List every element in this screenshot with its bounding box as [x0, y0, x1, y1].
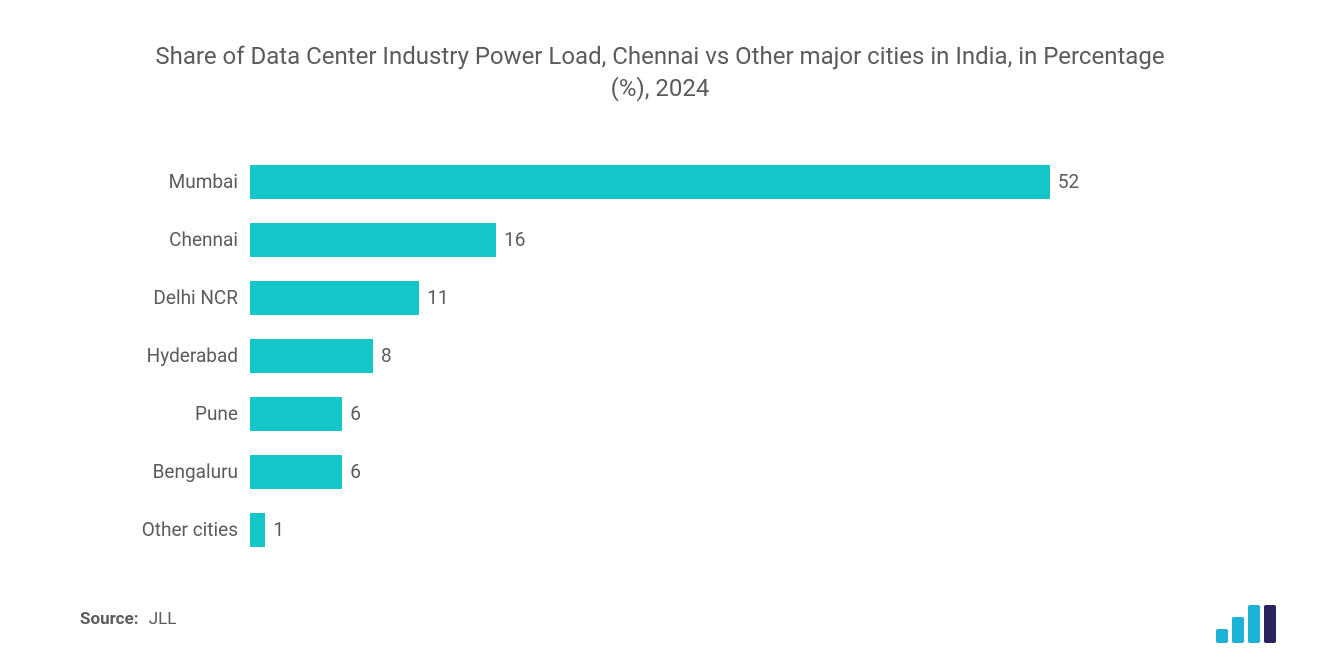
- bar-track: 52: [250, 153, 1150, 211]
- bar-fill: [250, 397, 342, 431]
- bar-fill: [250, 455, 342, 489]
- value-label: 8: [381, 344, 392, 367]
- chart-title: Share of Data Center Industry Power Load…: [135, 40, 1185, 105]
- bar-row: Hyderabad 8: [100, 327, 1150, 385]
- category-label: Chennai: [100, 228, 250, 251]
- bar-fill: [250, 281, 419, 315]
- category-label: Other cities: [100, 518, 250, 541]
- bar-track: 16: [250, 211, 1150, 269]
- mordor-logo-icon: [1212, 599, 1290, 647]
- bar-row: Bengaluru 6: [100, 443, 1150, 501]
- bar-row: Mumbai 52: [100, 153, 1150, 211]
- source-label: Source:: [80, 609, 138, 629]
- source-name: JLL: [149, 609, 177, 629]
- bars-area: Mumbai52Chennai16Delhi NCR11Hyderabad8Pu…: [60, 153, 1260, 559]
- value-label: 11: [427, 286, 448, 309]
- bar-row: Pune 6: [100, 385, 1150, 443]
- bar-fill: [250, 223, 496, 257]
- category-label: Delhi NCR: [100, 286, 250, 309]
- category-label: Mumbai: [100, 170, 250, 193]
- value-label: 6: [350, 460, 361, 483]
- bar-row: Other cities 1: [100, 501, 1150, 559]
- value-label: 6: [350, 402, 361, 425]
- source-line: Source: JLL: [80, 609, 176, 629]
- bar-fill: [250, 339, 373, 373]
- bar-track: 8: [250, 327, 1150, 385]
- logo-svg: [1212, 599, 1290, 647]
- category-label: Hyderabad: [100, 344, 250, 367]
- value-label: 16: [504, 228, 525, 251]
- bar-row: Chennai 16: [100, 211, 1150, 269]
- chart-container: Share of Data Center Industry Power Load…: [0, 0, 1320, 665]
- category-label: Pune: [100, 402, 250, 425]
- bar-track: 6: [250, 443, 1150, 501]
- bar-track: 11: [250, 269, 1150, 327]
- bar-fill: [250, 165, 1050, 199]
- bar-track: 6: [250, 385, 1150, 443]
- bar-row: Delhi NCR 11: [100, 269, 1150, 327]
- value-label: 52: [1058, 170, 1079, 193]
- category-label: Bengaluru: [100, 460, 250, 483]
- value-label: 1: [273, 518, 284, 541]
- bar-fill: [250, 513, 265, 547]
- bar-track: 1: [250, 501, 1150, 559]
